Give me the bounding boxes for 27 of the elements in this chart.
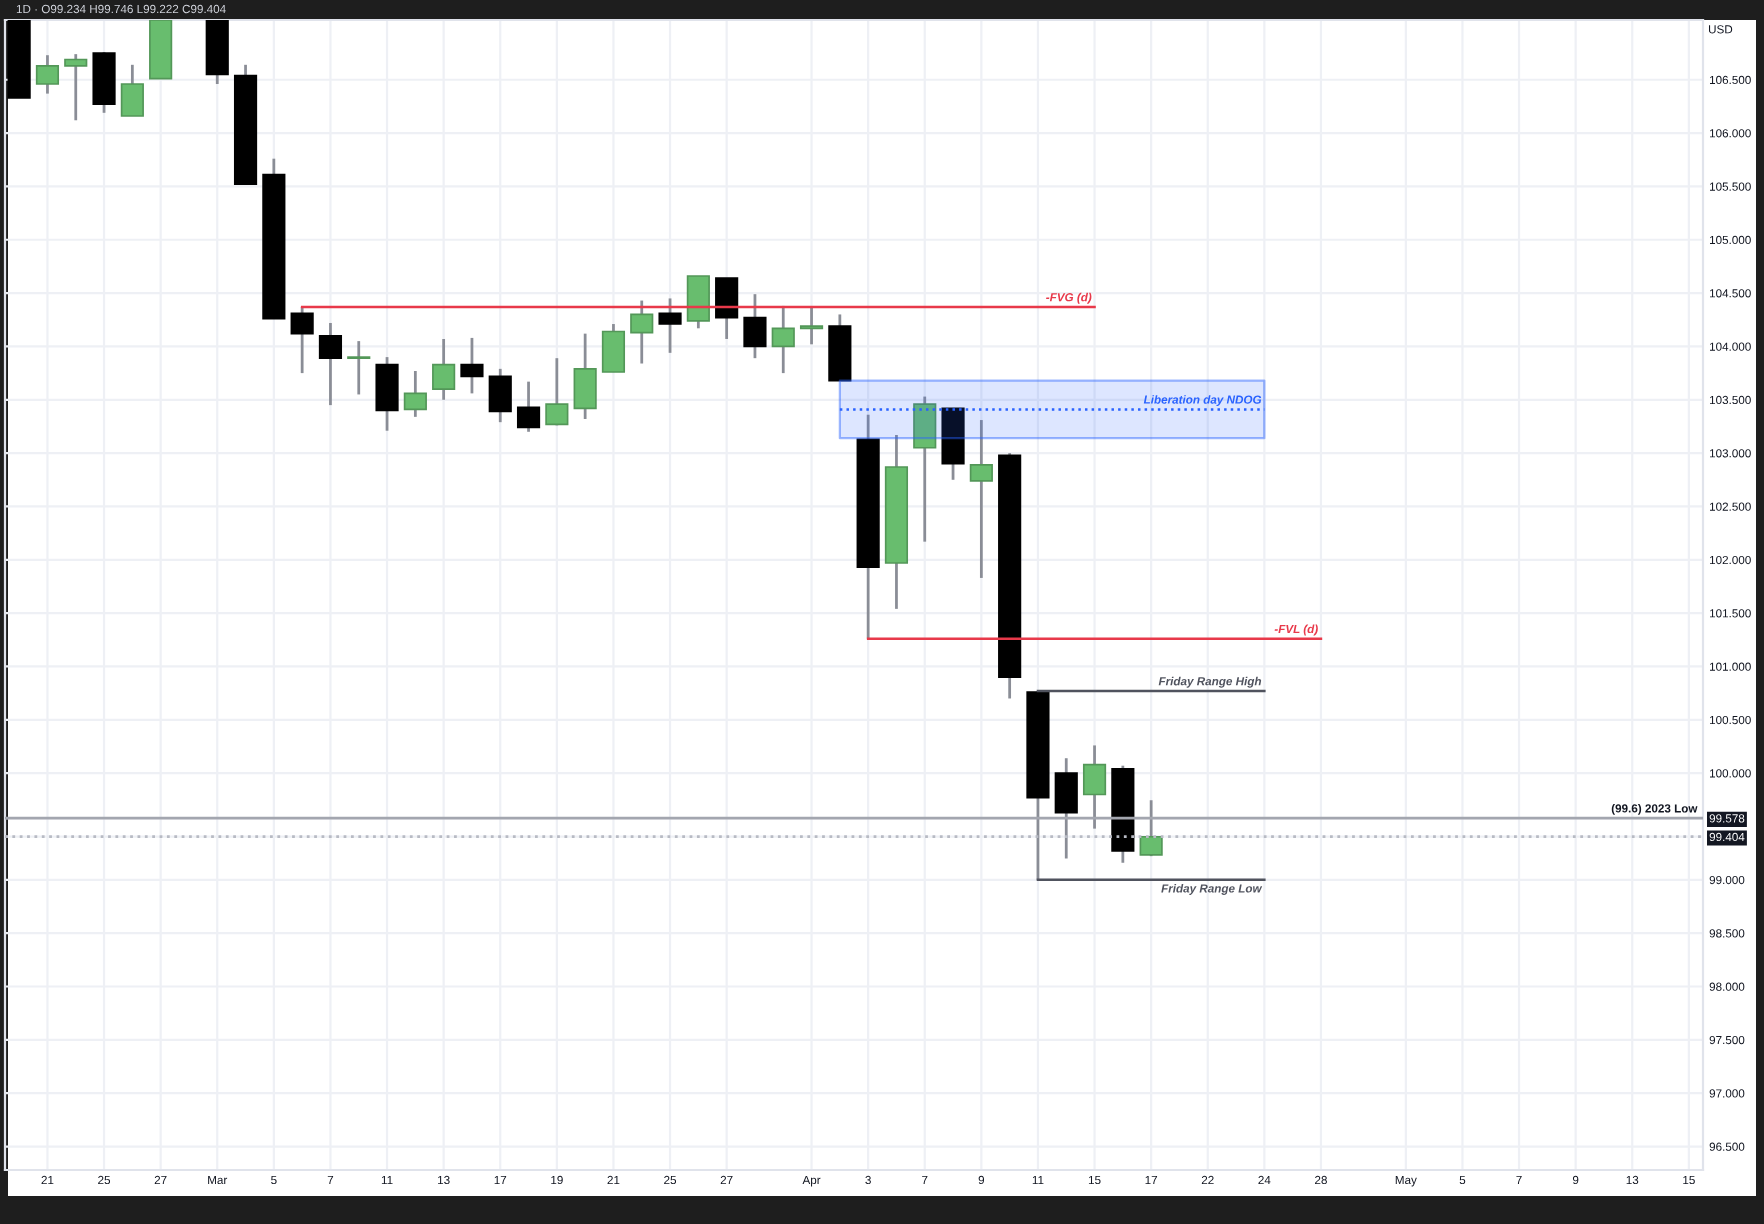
candlestick xyxy=(799,305,824,346)
candlestick xyxy=(516,380,541,434)
candlestick xyxy=(743,292,767,360)
candlestick xyxy=(969,418,993,580)
candlestick xyxy=(573,332,597,421)
candlestick xyxy=(601,322,626,374)
candlestick xyxy=(35,53,60,95)
candlestick xyxy=(715,276,739,341)
candlestick xyxy=(347,339,371,396)
candlestick xyxy=(120,63,144,118)
candlestick xyxy=(1139,798,1163,858)
candlestick xyxy=(432,337,456,402)
candlestick xyxy=(64,52,88,122)
candlestick xyxy=(771,304,795,375)
candlestick xyxy=(460,336,484,395)
candlestick xyxy=(686,274,710,330)
candlestick xyxy=(318,321,343,407)
candlestick xyxy=(488,367,512,424)
candlestick xyxy=(1082,744,1107,831)
candlestick xyxy=(1054,756,1078,860)
candlestick xyxy=(375,355,399,433)
candlestick xyxy=(403,369,427,419)
candlestick xyxy=(545,356,569,427)
candlestick xyxy=(658,297,682,355)
candlestick xyxy=(913,395,937,544)
candlestick xyxy=(290,305,314,375)
candlestick xyxy=(630,299,654,365)
